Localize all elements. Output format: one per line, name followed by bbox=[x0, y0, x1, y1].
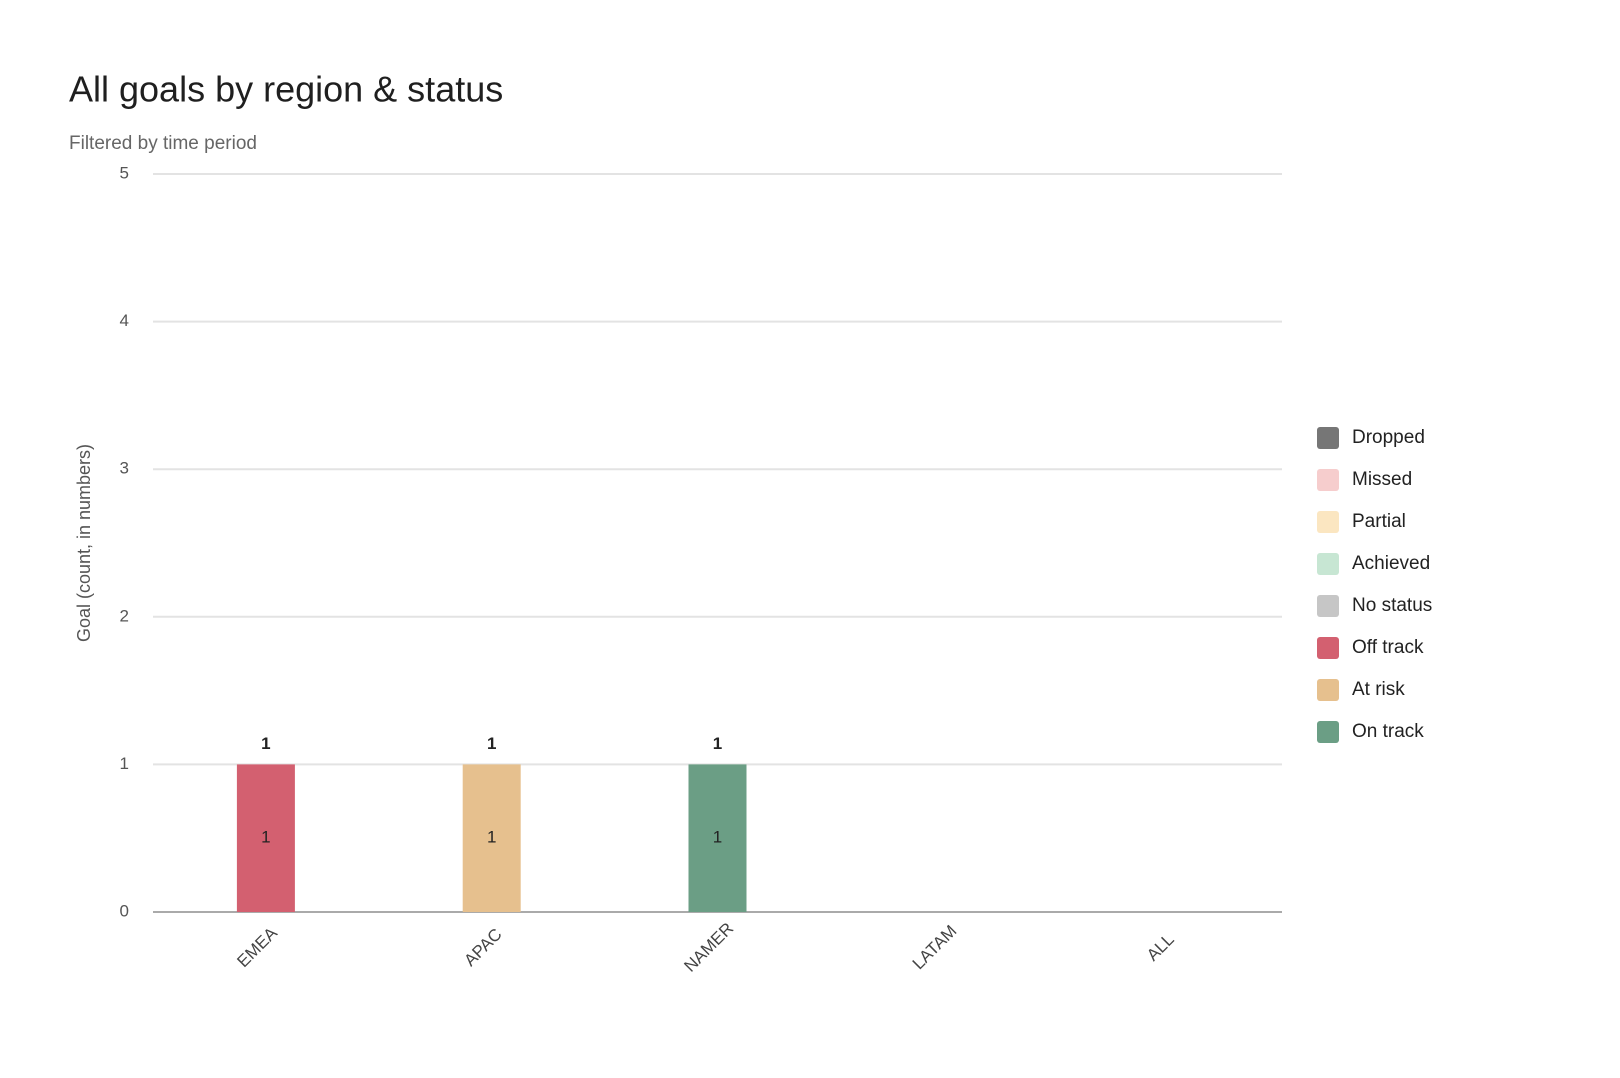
y-tick-label: 5 bbox=[120, 163, 129, 182]
legend-label: Partial bbox=[1352, 511, 1406, 532]
legend-swatch bbox=[1317, 637, 1339, 659]
chart-subtitle: Filtered by time period bbox=[69, 133, 257, 154]
legend-label: Off track bbox=[1352, 637, 1424, 658]
legend-swatch bbox=[1317, 679, 1339, 701]
legend-swatch bbox=[1317, 721, 1339, 743]
legend-swatch bbox=[1317, 595, 1339, 617]
legend-swatch bbox=[1317, 553, 1339, 575]
legend-label: Dropped bbox=[1352, 427, 1425, 448]
y-tick-label: 2 bbox=[120, 606, 129, 625]
segment-label: 1 bbox=[713, 828, 722, 847]
legend-label: Missed bbox=[1352, 469, 1412, 490]
y-tick-label: 0 bbox=[120, 901, 129, 920]
chart-title: All goals by region & status bbox=[69, 69, 503, 110]
legend-swatch bbox=[1317, 427, 1339, 449]
x-tick-label: ALL bbox=[1143, 930, 1178, 965]
x-tick-label: NAMER bbox=[680, 919, 737, 976]
legend-swatch bbox=[1317, 511, 1339, 533]
y-tick-label: 1 bbox=[120, 754, 129, 773]
legend-label: Achieved bbox=[1352, 553, 1430, 574]
bar-segment bbox=[236, 764, 295, 912]
y-tick-label: 4 bbox=[120, 311, 129, 330]
segment-label: 1 bbox=[261, 828, 270, 847]
x-tick-label: APAC bbox=[460, 925, 505, 970]
legend-label: At risk bbox=[1352, 679, 1405, 700]
bar-segment bbox=[462, 764, 521, 912]
total-label: 1 bbox=[261, 734, 270, 753]
legend-label: On track bbox=[1352, 721, 1424, 742]
x-tick-label: LATAM bbox=[909, 921, 961, 973]
y-tick-label: 3 bbox=[120, 459, 129, 478]
legend-label: No status bbox=[1352, 595, 1432, 616]
legend-swatch bbox=[1317, 469, 1339, 491]
total-label: 1 bbox=[713, 734, 722, 753]
total-label: 1 bbox=[487, 734, 496, 753]
x-tick-label: EMEA bbox=[233, 923, 281, 971]
bar-segment bbox=[688, 764, 747, 912]
segment-label: 1 bbox=[487, 828, 496, 847]
y-axis-label: Goal (count, in numbers) bbox=[74, 444, 94, 642]
